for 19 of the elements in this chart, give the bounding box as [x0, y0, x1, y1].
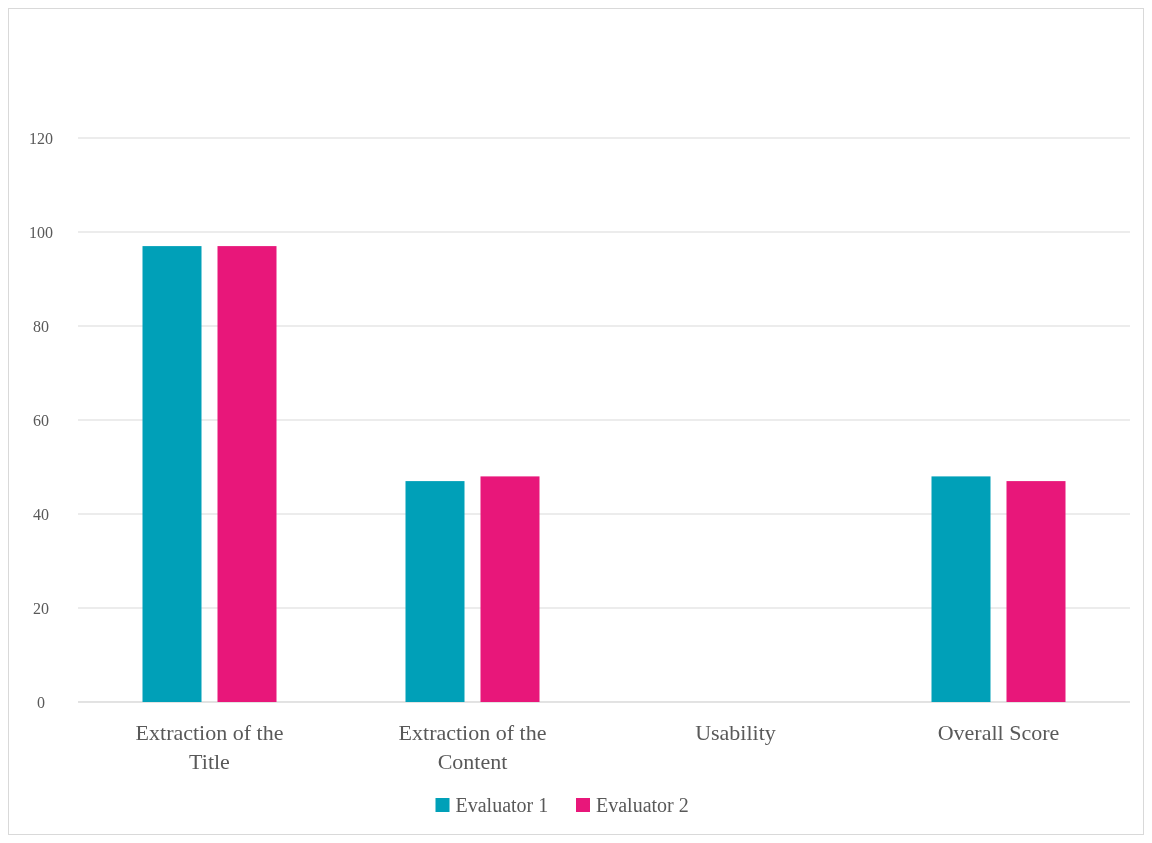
x-tick-label: Extraction of the Title: [135, 720, 284, 774]
bar: [1006, 481, 1066, 702]
y-tick-label: 100: [29, 223, 53, 241]
y-tick-label: 20: [33, 599, 49, 617]
x-tick-label: Usability: [695, 720, 776, 745]
bar: [142, 246, 202, 702]
x-tick-label: Extraction of the Content: [398, 720, 547, 774]
y-tick-label: 0: [37, 693, 45, 711]
bar: [405, 481, 465, 702]
y-tick-label: 120: [29, 129, 53, 147]
legend-label: Evaluator 1: [455, 794, 549, 816]
x-tick-label: Overall Score: [937, 720, 1060, 745]
y-tick-label: 40: [33, 505, 49, 523]
bar: [217, 246, 277, 702]
y-tick-label: 60: [33, 411, 49, 429]
bar: [480, 476, 540, 702]
bar: [931, 476, 991, 702]
y-tick-label: 80: [33, 317, 49, 335]
legend-label: Evaluator 2: [596, 794, 689, 816]
